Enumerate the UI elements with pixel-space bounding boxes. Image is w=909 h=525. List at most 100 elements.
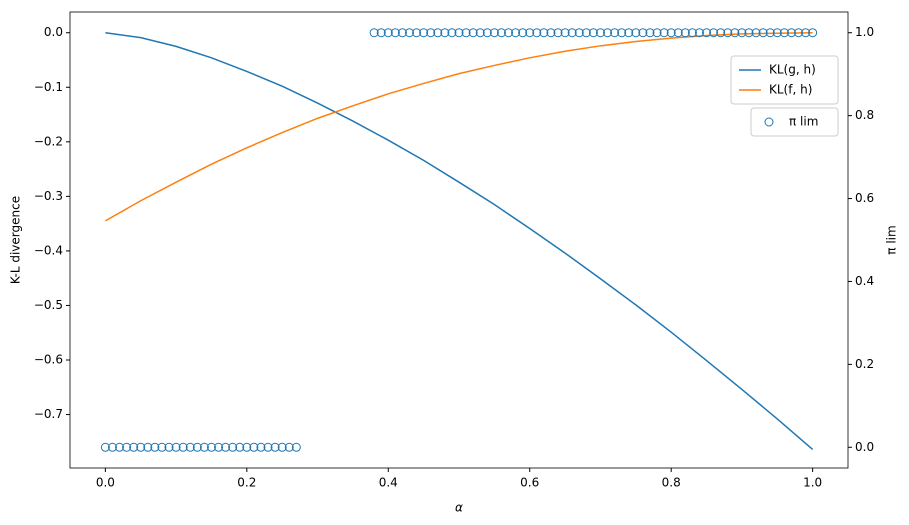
scatter-point [433,28,443,38]
scatter-point [758,28,768,38]
scatter-point [709,28,719,38]
scatter-point [419,28,429,38]
scatter-point [397,28,407,38]
y2-axis-label: π lim [885,225,899,254]
scatter-point [412,28,422,38]
scatter-point [680,28,690,38]
y-tick-label: −0.2 [34,134,63,148]
scatter-point [426,28,436,38]
y-tick-label: −0.5 [34,298,63,312]
x-tick-label: 1.0 [803,476,822,490]
scatter-point [560,28,570,38]
scatter-point [440,28,450,38]
scatter-point [122,442,132,452]
scatter-point [518,28,528,38]
scatter-point [143,442,153,452]
scatter-point [221,442,231,452]
y2-tick-label: 0.0 [855,440,874,454]
y-tick-label: −0.3 [34,189,63,203]
scatter-point [461,28,471,38]
scatter-point [539,28,549,38]
legend-box [730,55,839,105]
scatter-point [256,442,266,452]
series-line [105,31,814,451]
scatter-point [489,28,499,38]
scatter-point [164,442,174,452]
scatter-point [567,28,577,38]
scatter-point [383,28,393,38]
scatter-point [157,442,167,452]
scatter-point [603,28,613,38]
scatter-point [716,28,726,38]
legend-label: π lim [789,115,818,129]
y-tick-label: −0.1 [34,80,63,94]
scatter-point [199,442,209,452]
scatter-point [525,28,535,38]
scatter-point [496,28,506,38]
scatter-point [136,442,146,452]
scatter-point [553,28,563,38]
scatter-point [532,28,542,38]
scatter-point [801,28,811,38]
scatter-point [107,442,117,452]
scatter-point [129,442,139,452]
scatter-point [235,442,245,452]
scatter-point [263,442,273,452]
scatter-point [192,442,202,452]
scatter-point [588,28,598,38]
scatter-point [171,442,181,452]
y-axis-label: K-L divergence [9,196,23,284]
x-axis-label: α [455,501,463,515]
scatter-point [744,28,754,38]
scatter-point [100,442,110,452]
scatter-point [581,28,591,38]
legend-label: KL(g, h) [769,63,816,77]
legend-marker [764,117,774,127]
scatter-point [793,28,803,38]
scatter-point [595,28,605,38]
scatter-point [652,28,662,38]
y-tick-label: −0.6 [34,353,63,367]
scatter-point [404,28,414,38]
scatter-point [751,28,761,38]
scatter-point [694,28,704,38]
scatter-point [673,28,683,38]
scatter-point [511,28,521,38]
scatter-point [206,442,216,452]
scatter-point [631,28,641,38]
scatter-point [277,442,287,452]
scatter-point [610,28,620,38]
scatter-point [468,28,478,38]
scatter-point [270,442,280,452]
x-tick-label: 0.6 [520,476,539,490]
scatter-point [214,442,224,452]
scatter-point [666,28,676,38]
scatter-point [291,442,301,452]
scatter-point [284,442,294,452]
scatter-point [475,28,485,38]
y2-tick-label: 0.2 [855,357,874,371]
scatter-point [369,28,379,38]
y2-tick-label: 0.4 [855,274,874,288]
y-tick-label: 0.0 [44,25,63,39]
scatter-point [390,28,400,38]
legend-box [750,107,839,137]
scatter-point [737,28,747,38]
y-tick-label: −0.4 [34,243,63,257]
scatter-point [574,28,584,38]
scatter-point [730,28,740,38]
scatter-point [185,442,195,452]
scatter-point [638,28,648,38]
scatter-point [504,28,514,38]
scatter-point [447,28,457,38]
scatter-point [249,442,259,452]
scatter-point [645,28,655,38]
x-tick-label: 0.8 [662,476,681,490]
scatter-point [687,28,697,38]
legend-label: KL(f, h) [769,83,812,97]
series-line [104,31,813,222]
scatter-point [546,28,556,38]
scatter-point [779,28,789,38]
